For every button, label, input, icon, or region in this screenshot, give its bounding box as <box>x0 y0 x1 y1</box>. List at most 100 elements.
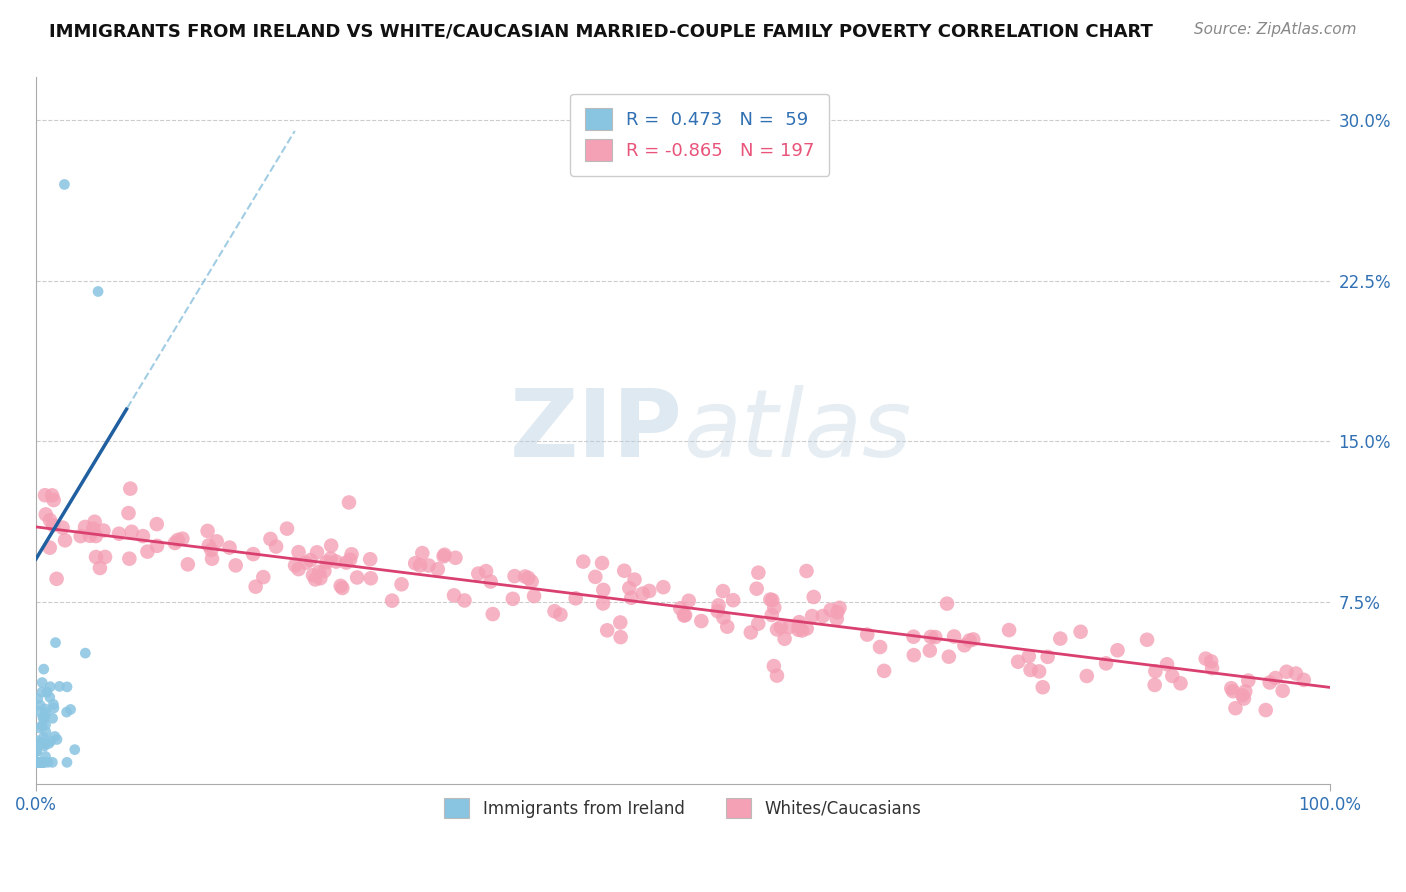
Point <box>94 549 117 564</box>
Point <box>745 582 768 596</box>
Point <box>44 730 66 744</box>
Point <box>132 529 155 543</box>
Point <box>287 545 309 559</box>
Point <box>27 691 49 706</box>
Point <box>381 593 404 607</box>
Point <box>820 603 842 617</box>
Point <box>1234 684 1257 698</box>
Point <box>1254 703 1277 717</box>
Point <box>276 522 298 536</box>
Point <box>32 756 55 770</box>
Point <box>89 561 111 575</box>
Point <box>652 580 675 594</box>
Text: Source: ZipAtlas.com: Source: ZipAtlas.com <box>1194 22 1357 37</box>
Point <box>613 564 636 578</box>
Point <box>28 756 51 770</box>
Point <box>315 555 337 569</box>
Point <box>200 543 222 558</box>
Point <box>35 508 58 522</box>
Point <box>769 620 792 634</box>
Point <box>433 549 456 564</box>
Point <box>108 526 131 541</box>
Point <box>30 756 52 770</box>
Point <box>609 630 631 644</box>
Point <box>517 571 540 585</box>
Point <box>34 702 56 716</box>
Point <box>340 547 363 561</box>
Point <box>475 564 498 578</box>
Point <box>811 609 834 624</box>
Point <box>1036 649 1059 664</box>
Point <box>411 546 433 560</box>
Point <box>329 579 352 593</box>
Point <box>572 555 595 569</box>
Point <box>1049 632 1071 646</box>
Point <box>34 739 56 753</box>
Point <box>34 749 56 764</box>
Point <box>314 564 336 578</box>
Point <box>796 564 818 578</box>
Point <box>409 558 432 573</box>
Point <box>264 540 287 554</box>
Point <box>44 635 66 649</box>
Point <box>305 545 328 559</box>
Point <box>869 640 891 654</box>
Point <box>631 586 654 600</box>
Point <box>678 593 700 607</box>
Point <box>747 566 769 580</box>
Point <box>304 573 326 587</box>
Point <box>1271 683 1294 698</box>
Point <box>773 632 796 646</box>
Point <box>790 624 813 638</box>
Point <box>299 553 322 567</box>
Point <box>34 488 56 502</box>
Point <box>591 556 613 570</box>
Point <box>302 568 325 582</box>
Point <box>242 547 264 561</box>
Point <box>31 756 53 770</box>
Point <box>426 562 449 576</box>
Point <box>146 539 169 553</box>
Point <box>41 711 63 725</box>
Point <box>325 555 347 569</box>
Point <box>32 756 55 770</box>
Point <box>63 742 86 756</box>
Point <box>346 570 368 584</box>
Point <box>707 599 730 613</box>
Text: IMMIGRANTS FROM IRELAND VS WHITE/CAUCASIAN MARRIED-COUPLE FAMILY POVERTY CORRELA: IMMIGRANTS FROM IRELAND VS WHITE/CAUCASI… <box>49 22 1153 40</box>
Point <box>201 551 224 566</box>
Point <box>321 539 343 553</box>
Point <box>998 623 1021 637</box>
Point <box>924 630 946 644</box>
Point <box>359 552 381 566</box>
Point <box>503 569 526 583</box>
Point <box>69 529 91 543</box>
Point <box>520 574 543 589</box>
Point <box>513 569 536 583</box>
Point <box>34 718 56 732</box>
Point <box>672 608 695 623</box>
Point <box>690 614 713 628</box>
Point <box>1220 681 1243 696</box>
Point <box>25 745 48 759</box>
Point <box>245 580 267 594</box>
Point <box>48 680 70 694</box>
Point <box>34 737 56 751</box>
Point <box>1199 654 1222 668</box>
Point <box>721 593 744 607</box>
Point <box>787 623 810 637</box>
Point <box>543 604 565 618</box>
Point <box>444 550 467 565</box>
Point <box>959 633 981 648</box>
Point <box>83 515 105 529</box>
Point <box>75 520 97 534</box>
Point <box>828 600 851 615</box>
Point <box>41 488 63 502</box>
Point <box>502 591 524 606</box>
Point <box>803 590 825 604</box>
Point <box>53 178 76 192</box>
Point <box>84 549 107 564</box>
Point <box>711 584 734 599</box>
Point <box>583 570 606 584</box>
Point <box>59 702 82 716</box>
